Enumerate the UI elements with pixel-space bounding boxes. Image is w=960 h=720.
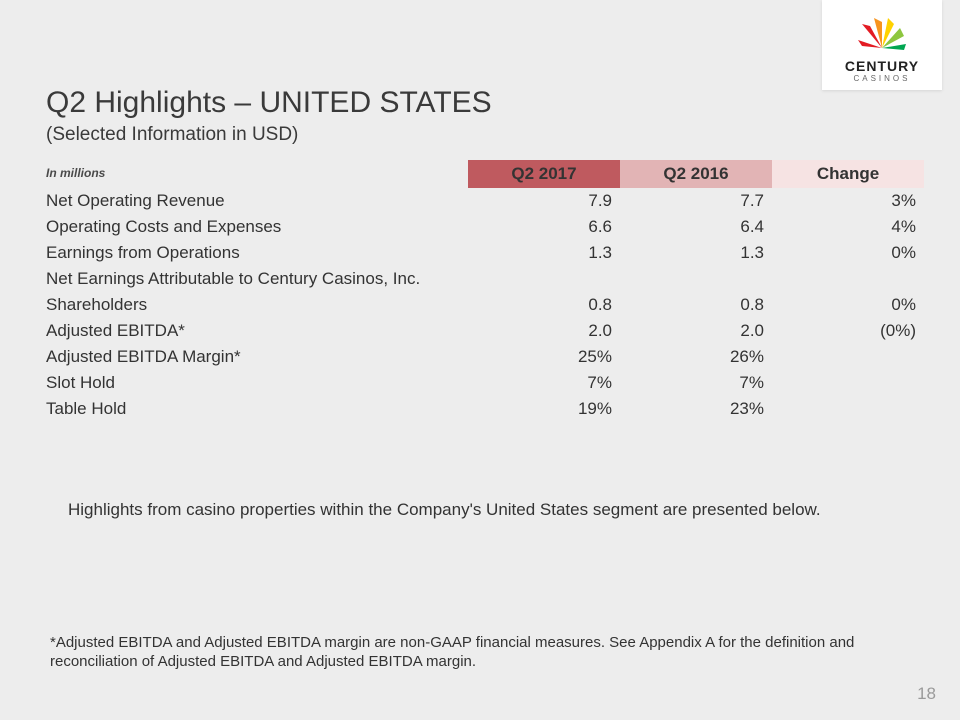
col-header-blank [46, 160, 468, 188]
row-value: 0% [772, 292, 924, 318]
financial-table: Q2 2017 Q2 2016 Change Net Operating Rev… [46, 160, 910, 422]
footnote: *Adjusted EBITDA and Adjusted EBITDA mar… [50, 634, 910, 672]
row-value: 7% [620, 370, 772, 396]
row-value: 1.3 [468, 240, 620, 266]
row-value: 19% [468, 396, 620, 422]
body-note: Highlights from casino properties within… [68, 500, 888, 520]
table-row: Adjusted EBITDA Margin* 25% 26% [46, 344, 924, 370]
row-label: Adjusted EBITDA* [46, 318, 468, 344]
row-label: Adjusted EBITDA Margin* [46, 344, 468, 370]
col-header-q2-2016: Q2 2016 [620, 160, 772, 188]
row-value: 7.9 [468, 188, 620, 214]
row-value: 2.0 [468, 318, 620, 344]
table-header-row: Q2 2017 Q2 2016 Change [46, 160, 924, 188]
col-header-change: Change [772, 160, 924, 188]
row-label: Net Operating Revenue [46, 188, 468, 214]
row-value [772, 266, 924, 292]
row-value [772, 370, 924, 396]
row-value [772, 344, 924, 370]
table-row: Net Earnings Attributable to Century Cas… [46, 266, 924, 292]
row-value: 0% [772, 240, 924, 266]
table-row: Adjusted EBITDA* 2.0 2.0 (0%) [46, 318, 924, 344]
row-value: 23% [620, 396, 772, 422]
row-label: Operating Costs and Expenses [46, 214, 468, 240]
row-value: 3% [772, 188, 924, 214]
row-label: Table Hold [46, 396, 468, 422]
table-row: Operating Costs and Expenses 6.6 6.4 4% [46, 214, 924, 240]
row-value: (0%) [772, 318, 924, 344]
row-value [772, 396, 924, 422]
row-value: 7% [468, 370, 620, 396]
logo-text-line2: CASINOS [853, 74, 910, 83]
page-title: Q2 Highlights – UNITED STATES [46, 86, 492, 120]
row-value: 25% [468, 344, 620, 370]
table-row: Net Operating Revenue 7.9 7.7 3% [46, 188, 924, 214]
row-value: 4% [772, 214, 924, 240]
row-label: Shareholders [46, 292, 468, 318]
logo-burst-icon [852, 16, 912, 56]
row-value: 6.6 [468, 214, 620, 240]
table-row: Slot Hold 7% 7% [46, 370, 924, 396]
page-subtitle: (Selected Information in USD) [46, 124, 298, 146]
row-value: 2.0 [620, 318, 772, 344]
page-number: 18 [917, 684, 936, 704]
row-value: 6.4 [620, 214, 772, 240]
logo-text-line1: CENTURY [845, 58, 919, 74]
row-value [620, 266, 772, 292]
row-value: 26% [620, 344, 772, 370]
row-value: 0.8 [468, 292, 620, 318]
row-value [468, 266, 620, 292]
brand-logo: CENTURY CASINOS [822, 0, 942, 90]
row-label: Earnings from Operations [46, 240, 468, 266]
row-label: Net Earnings Attributable to Century Cas… [46, 266, 468, 292]
row-value: 0.8 [620, 292, 772, 318]
col-header-q2-2017: Q2 2017 [468, 160, 620, 188]
table-row: Table Hold 19% 23% [46, 396, 924, 422]
row-label: Slot Hold [46, 370, 468, 396]
table-row: Shareholders 0.8 0.8 0% [46, 292, 924, 318]
slide: CENTURY CASINOS Q2 Highlights – UNITED S… [0, 0, 960, 720]
row-value: 7.7 [620, 188, 772, 214]
row-value: 1.3 [620, 240, 772, 266]
table-row: Earnings from Operations 1.3 1.3 0% [46, 240, 924, 266]
